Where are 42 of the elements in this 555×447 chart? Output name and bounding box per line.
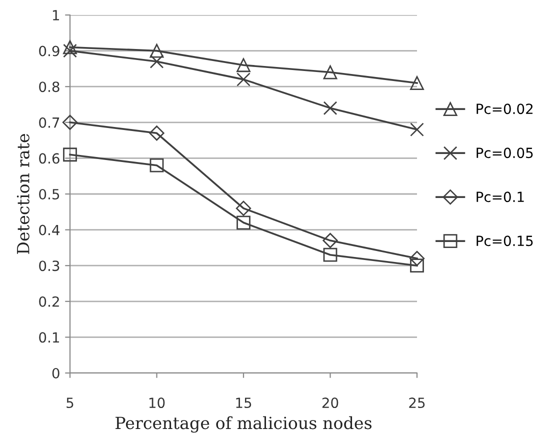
x-tick-label: 5 — [66, 398, 74, 408]
point — [63, 40, 77, 54]
y-tick-label: 0.5 — [39, 188, 60, 200]
y-tick-label: 0.1 — [39, 332, 59, 343]
point — [63, 44, 77, 58]
point — [323, 248, 338, 262]
point — [150, 54, 164, 68]
y-tick-label: 0.8 — [39, 82, 60, 92]
y-tick-label: 0.9 — [39, 46, 60, 56]
x-tick-label: 25 — [409, 398, 425, 408]
y-axis-title: Detection rate — [16, 134, 30, 254]
point — [150, 158, 164, 172]
point — [236, 216, 250, 230]
point — [323, 101, 338, 116]
y-tick-label: 0 — [52, 368, 60, 378]
point — [63, 148, 77, 162]
legend-label: Pc=0.1 — [476, 192, 524, 202]
point — [62, 114, 78, 130]
x-axis-title: Percentage of malicious nodes — [116, 416, 372, 433]
x-tick-label: 10 — [149, 398, 165, 408]
y-tick-label: 0.3 — [39, 260, 60, 272]
y-tick-label: 0.7 — [39, 117, 60, 128]
point — [410, 76, 424, 90]
x-tick-label: 20 — [322, 398, 338, 408]
legend-label: Pc=0.05 — [476, 148, 533, 158]
point — [149, 126, 164, 141]
point — [410, 258, 424, 273]
point — [410, 122, 424, 137]
x-tick-label: 15 — [236, 398, 252, 408]
point — [236, 58, 250, 72]
y-tick-label: 0.2 — [39, 296, 59, 307]
point — [236, 72, 250, 86]
y-tick-label: 0.4 — [39, 224, 60, 236]
legend-label: Pc=0.15 — [476, 236, 533, 246]
point — [323, 65, 338, 80]
point — [150, 44, 164, 58]
point — [409, 250, 425, 266]
y-tick-label: 1 — [52, 10, 59, 20]
point — [236, 200, 252, 216]
point — [322, 232, 338, 248]
legend-label: Pc=0.02 — [476, 104, 533, 114]
y-tick-label: 0.6 — [39, 153, 60, 164]
